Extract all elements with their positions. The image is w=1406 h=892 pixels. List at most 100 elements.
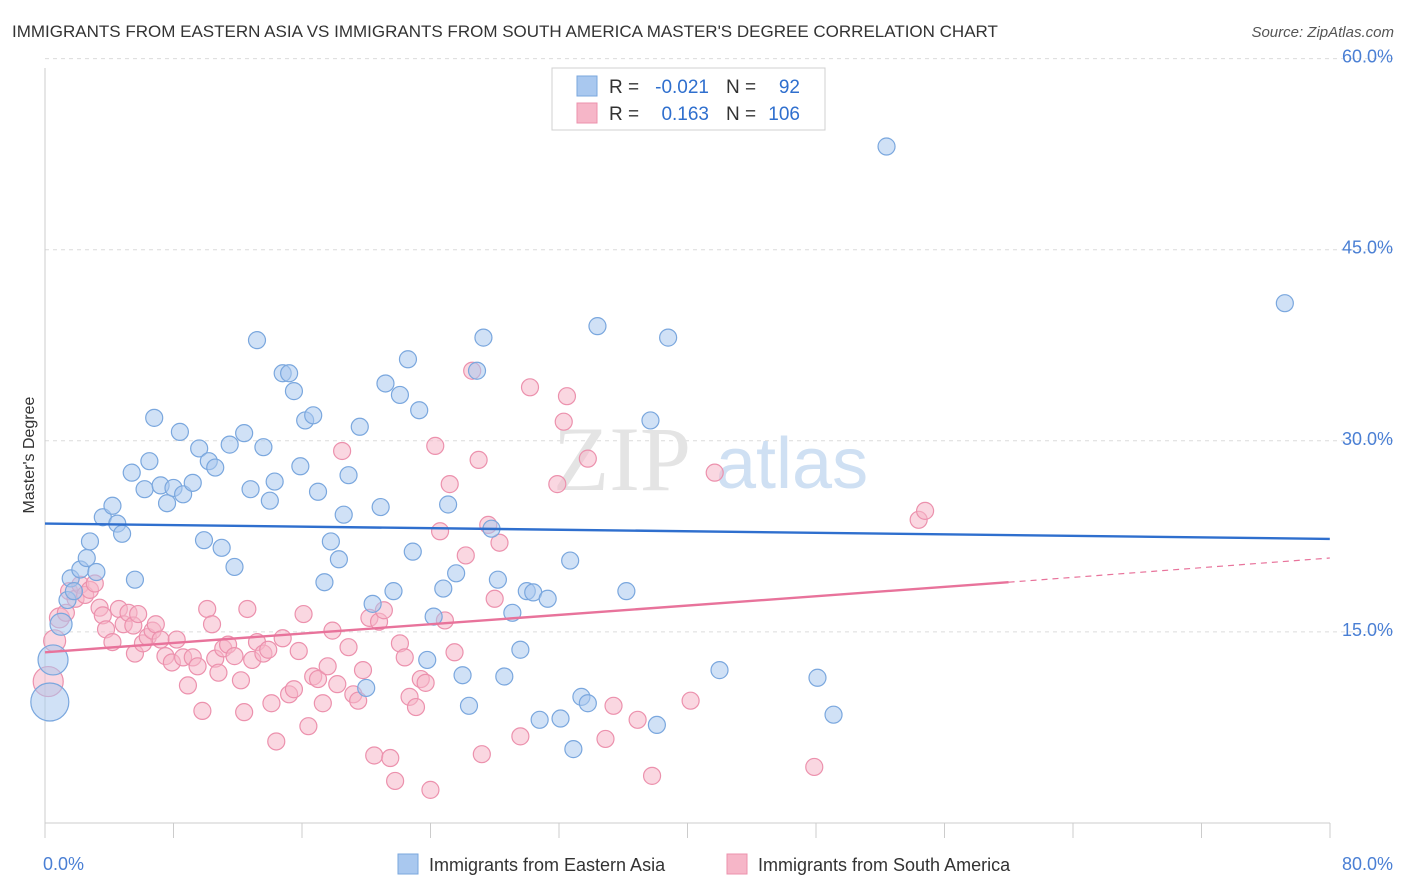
point-south-america [339,638,358,657]
point-eastern-asia [206,458,225,477]
point-south-america [284,680,304,699]
point-south-america [289,641,308,661]
point-eastern-asia [824,705,843,724]
point-south-america [267,732,286,751]
point-eastern-asia [122,463,141,482]
y-tick-label: 15.0% [1342,620,1393,640]
point-south-america [381,748,400,768]
point-eastern-asia [140,452,159,471]
point-south-america [705,463,724,482]
point-south-america [485,589,504,608]
x-tick-labels: 0.0% 80.0% [43,854,1393,874]
point-eastern-asia [410,401,429,420]
point-south-america [554,412,573,431]
y-axis-label: Master's Degree [21,396,38,513]
point-eastern-asia [304,406,323,425]
point-south-america [628,710,647,729]
point-south-america [440,475,459,494]
point-south-america [511,727,530,746]
point-eastern-asia [321,532,340,551]
point-eastern-asia [125,570,145,589]
gridlines [45,58,1395,633]
point-south-america [365,746,384,765]
point-south-america [188,657,207,676]
point-eastern-asia [157,494,177,513]
point-eastern-asia [474,328,493,347]
legend-r-value-blue: -0.021 [655,77,709,98]
point-south-america [328,675,347,694]
legend-r-label-pink: R = [609,104,639,125]
legend-swatch-pink [576,102,598,124]
point-eastern-asia [80,532,100,551]
point-eastern-asia [467,361,487,380]
point-south-america [426,436,445,455]
point-eastern-asia [1275,294,1294,313]
point-eastern-asia [241,480,260,499]
point-eastern-asia [530,710,549,729]
point-south-america [395,648,414,667]
point-eastern-asia [641,411,660,430]
series-legend: Immigrants from Eastern Asia Immigrants … [397,853,1011,875]
point-eastern-asia [371,497,390,517]
point-south-america [313,694,332,713]
point-south-america [273,629,292,648]
y-tick-label: 30.0% [1342,429,1393,449]
point-eastern-asia [315,573,334,592]
point-eastern-asia [135,480,154,499]
point-south-america [308,669,328,689]
point-eastern-asia [376,374,395,393]
point-eastern-asia [190,439,209,458]
point-south-america [490,533,509,552]
point-eastern-asia [710,661,729,680]
legend-bottom-swatch-pink [726,853,748,875]
point-eastern-asia [453,666,472,685]
point-eastern-asia [398,350,418,369]
point-eastern-asia [247,331,267,350]
point-eastern-asia [308,482,328,501]
point-eastern-asia [459,696,479,715]
point-south-america [421,780,440,799]
point-south-america [299,717,318,736]
point-eastern-asia [578,694,597,713]
point-eastern-asia [220,435,239,454]
point-eastern-asia [390,385,410,405]
point-south-america [430,522,450,541]
point-south-america [406,697,426,717]
point-south-america [129,604,148,624]
point-eastern-asia [170,422,190,441]
series-eastern-asia-points [30,137,1294,759]
point-eastern-asia [260,491,279,510]
point-south-america [202,615,222,634]
legend-swatch-blue [576,75,598,97]
point-eastern-asia [145,408,164,427]
point-south-america [805,757,824,777]
point-south-america [416,673,435,692]
point-eastern-asia [265,472,284,491]
x-tick-label-max: 80.0% [1342,854,1393,874]
point-eastern-asia [87,562,106,582]
point-eastern-asia [339,466,358,485]
point-south-america [642,766,662,785]
point-eastern-asia [495,667,514,686]
point-eastern-asia [183,473,202,492]
point-south-america [262,694,281,713]
point-eastern-asia [363,594,382,613]
point-eastern-asia [225,557,244,577]
point-south-america [681,691,700,710]
point-eastern-asia [212,538,231,557]
legend-r-label-blue: R = [609,77,639,98]
point-south-america [238,599,257,619]
point-south-america [225,647,244,666]
point-eastern-asia [64,582,84,601]
chart-title: IMMIGRANTS FROM EASTERN ASIA VS IMMIGRAN… [12,22,998,41]
legend-n-label-blue: N = [726,77,756,98]
point-eastern-asia [384,582,403,601]
point-south-america [915,501,935,520]
legend-bottom-swatch-blue [397,853,419,875]
point-south-america [469,450,488,470]
point-eastern-asia [350,417,369,436]
point-eastern-asia [329,550,348,569]
chart-source: Source: ZipAtlas.com [1251,24,1394,41]
point-south-america [353,661,373,680]
